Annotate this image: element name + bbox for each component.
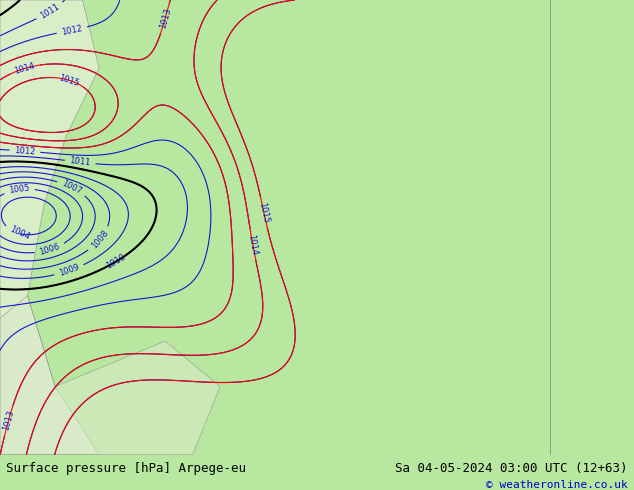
Text: 1006: 1006 [38,242,61,257]
Polygon shape [0,295,220,455]
Polygon shape [0,0,99,455]
Text: 1008: 1008 [89,228,110,250]
Text: 1011: 1011 [39,2,61,21]
Text: Surface pressure [hPa] Arpege-eu: Surface pressure [hPa] Arpege-eu [6,462,247,475]
Text: 1005: 1005 [8,184,30,196]
Text: 1011: 1011 [69,156,91,168]
Text: 1015: 1015 [257,201,271,224]
Text: 1012: 1012 [14,146,36,156]
Text: 1009: 1009 [58,263,81,278]
Text: Sa 04-05-2024 03:00 UTC (12+63): Sa 04-05-2024 03:00 UTC (12+63) [395,462,628,475]
Text: 1013: 1013 [158,7,172,30]
Text: 1010: 1010 [105,252,127,270]
Text: 1015: 1015 [58,73,81,88]
Text: 1014: 1014 [13,61,36,76]
Text: 1014: 1014 [247,233,259,256]
Text: 1004: 1004 [8,225,31,242]
Text: © weatheronline.co.uk: © weatheronline.co.uk [486,480,628,490]
Text: 1013: 1013 [1,409,16,432]
Text: 1007: 1007 [60,179,83,196]
Text: 1012: 1012 [61,24,83,37]
